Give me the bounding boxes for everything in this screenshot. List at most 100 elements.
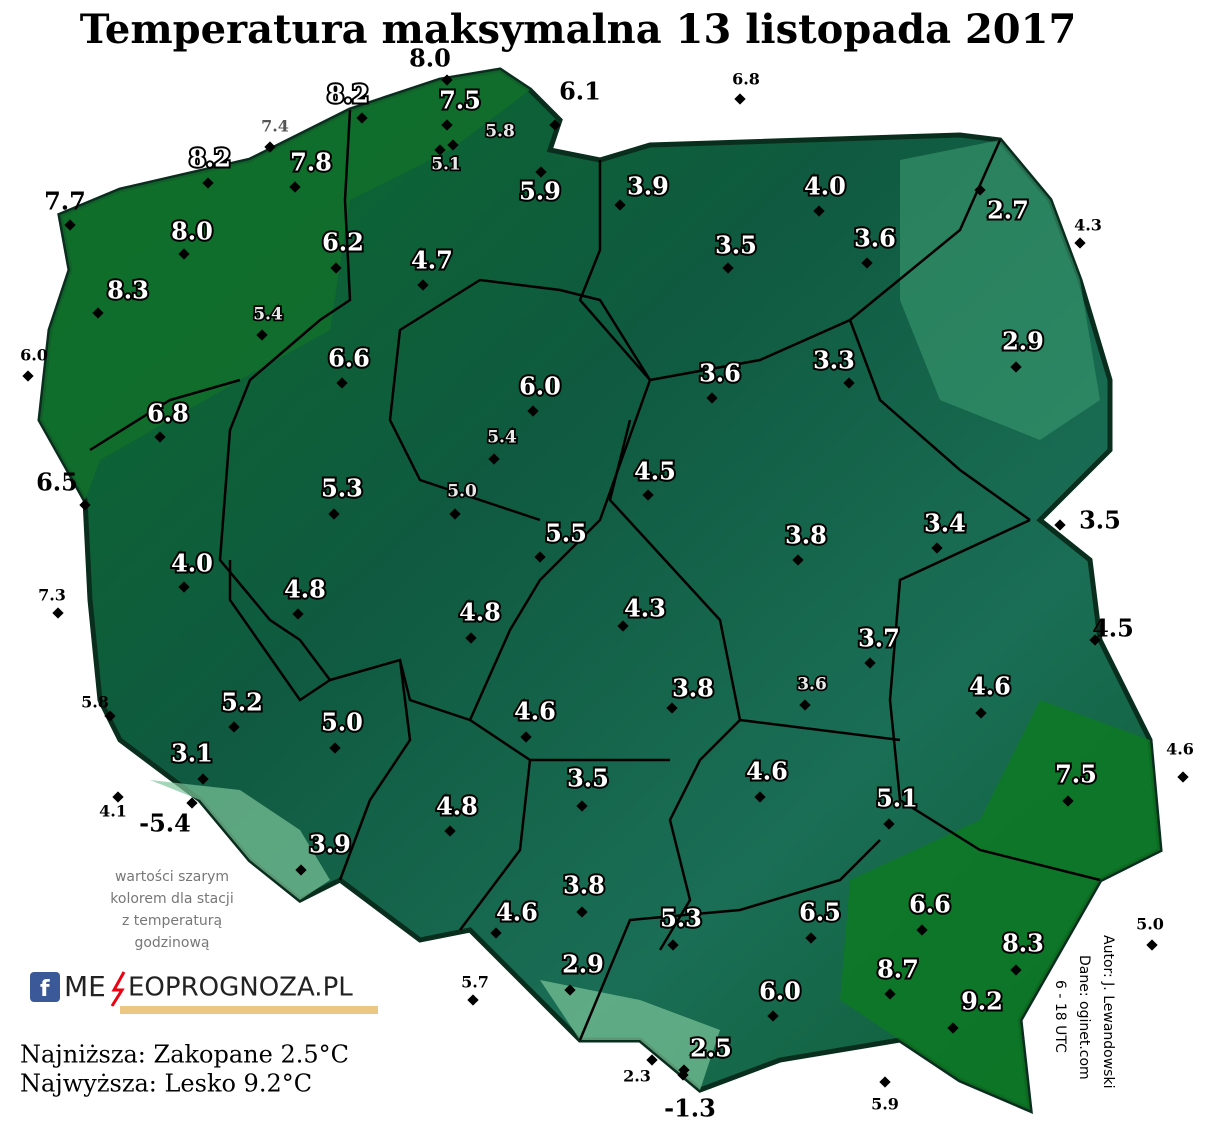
station-dot bbox=[576, 800, 588, 812]
station-value: 3.8 bbox=[563, 871, 605, 900]
station-value: 8.3 bbox=[107, 276, 149, 305]
station-value: 5.0 bbox=[1136, 915, 1164, 934]
station-dot bbox=[767, 1010, 779, 1022]
station-dot bbox=[883, 818, 895, 830]
credit: 6 - 18 UTC bbox=[1052, 980, 1068, 1053]
station-value: 7.7 bbox=[44, 187, 86, 216]
station-value: 6.6 bbox=[909, 890, 951, 919]
station-value: 3.9 bbox=[309, 830, 351, 859]
station-value: 5.1 bbox=[431, 155, 461, 175]
station-dot bbox=[792, 554, 804, 566]
station-value: 4.3 bbox=[1074, 216, 1102, 235]
station-value: 4.3 bbox=[624, 594, 666, 623]
title: Temperatura maksymalna 13 listopada 2017 bbox=[80, 6, 1077, 53]
station-dot bbox=[520, 731, 532, 743]
station-value: 7.4 bbox=[261, 117, 289, 136]
station-dot bbox=[178, 248, 190, 260]
station-value: 6.0 bbox=[759, 977, 801, 1006]
station-value: 4.6 bbox=[1166, 740, 1194, 759]
station-value: 5.8 bbox=[485, 122, 515, 142]
station-value: 5.4 bbox=[253, 305, 283, 325]
station-dot bbox=[576, 906, 588, 918]
station-dot bbox=[931, 542, 943, 554]
station-dot bbox=[154, 431, 166, 443]
station-dot bbox=[617, 620, 629, 632]
station-dot bbox=[197, 773, 209, 785]
station-value: 3.8 bbox=[672, 674, 714, 703]
station-dot bbox=[434, 144, 446, 156]
station-dot bbox=[465, 632, 477, 644]
station-dot bbox=[754, 791, 766, 803]
station-dot bbox=[799, 699, 811, 711]
station-dot bbox=[864, 657, 876, 669]
station-dot bbox=[1010, 964, 1022, 976]
station-value: 6.5 bbox=[799, 898, 841, 927]
station-value: 4.6 bbox=[514, 697, 556, 726]
station-dot bbox=[1010, 361, 1022, 373]
station-dot bbox=[1089, 634, 1101, 646]
station-dot bbox=[527, 405, 539, 417]
station-value: 3.6 bbox=[854, 224, 896, 253]
station-value: 2.5 bbox=[690, 1034, 732, 1063]
station-dot bbox=[1146, 939, 1158, 951]
station-value: 6.2 bbox=[322, 228, 364, 257]
station-dot bbox=[722, 262, 734, 274]
station-dot bbox=[256, 329, 268, 341]
station-dot bbox=[805, 932, 817, 944]
station-dot bbox=[916, 924, 928, 936]
station-dot bbox=[614, 199, 626, 211]
station-dot bbox=[289, 181, 301, 193]
station-value: 4.5 bbox=[634, 457, 676, 486]
warm-region bbox=[840, 700, 1160, 1110]
station-dot bbox=[843, 377, 855, 389]
station-value: 8.2 bbox=[189, 144, 231, 173]
note-line: wartości szarym bbox=[115, 869, 229, 885]
station-value: 6.1 bbox=[559, 77, 601, 106]
station-value: 2.7 bbox=[987, 196, 1029, 225]
station-value: 4.0 bbox=[171, 549, 213, 578]
station-dot bbox=[1054, 519, 1066, 531]
station-dot bbox=[666, 702, 678, 714]
station-value: 8.2 bbox=[327, 80, 369, 109]
station-dot bbox=[52, 607, 64, 619]
note-line: kolorem dla stacji bbox=[110, 891, 233, 907]
logo-bolt bbox=[110, 971, 126, 1007]
station-dot bbox=[417, 279, 429, 291]
station-dot bbox=[678, 1064, 690, 1076]
station-value: 5.2 bbox=[221, 688, 263, 717]
station-value: 4.8 bbox=[459, 598, 501, 627]
station-dot bbox=[975, 707, 987, 719]
logo-right: EOPROGNOZA.PL bbox=[128, 973, 353, 1003]
station-value: 2.3 bbox=[623, 1067, 651, 1086]
station-dot bbox=[178, 581, 190, 593]
station-dot bbox=[186, 797, 198, 809]
station-dot bbox=[642, 489, 654, 501]
station-value: 6.6 bbox=[328, 344, 370, 373]
station-value: 5.0 bbox=[447, 482, 477, 502]
station-dot bbox=[667, 939, 679, 951]
station-dot bbox=[330, 262, 342, 274]
station-value: 5.0 bbox=[321, 708, 363, 737]
station-dot bbox=[295, 864, 307, 876]
station-value: 3.3 bbox=[813, 346, 855, 375]
station-value: 9.2 bbox=[961, 987, 1003, 1016]
station-dot bbox=[488, 453, 500, 465]
station-value: 7.8 bbox=[290, 148, 332, 177]
station-dot bbox=[292, 608, 304, 620]
station-value: 5.3 bbox=[660, 904, 702, 933]
summary-min: Najniższa: Zakopane 2.5°C bbox=[20, 1041, 349, 1069]
station-value: 6.0 bbox=[519, 372, 561, 401]
cool-region bbox=[900, 140, 1100, 440]
station-dot bbox=[228, 721, 240, 733]
station-dot bbox=[974, 184, 986, 196]
station-value: 3.4 bbox=[924, 509, 966, 538]
station-dot bbox=[336, 377, 348, 389]
station-value: 7.5 bbox=[1055, 760, 1097, 789]
station-value: 4.0 bbox=[804, 172, 846, 201]
station-value: 5.4 bbox=[487, 428, 517, 448]
station-value: 5.8 bbox=[81, 693, 109, 712]
station-dot bbox=[535, 166, 547, 178]
mountains bbox=[150, 780, 720, 1090]
station-value: 4.6 bbox=[496, 898, 538, 927]
logo-left: ME bbox=[64, 970, 106, 1003]
